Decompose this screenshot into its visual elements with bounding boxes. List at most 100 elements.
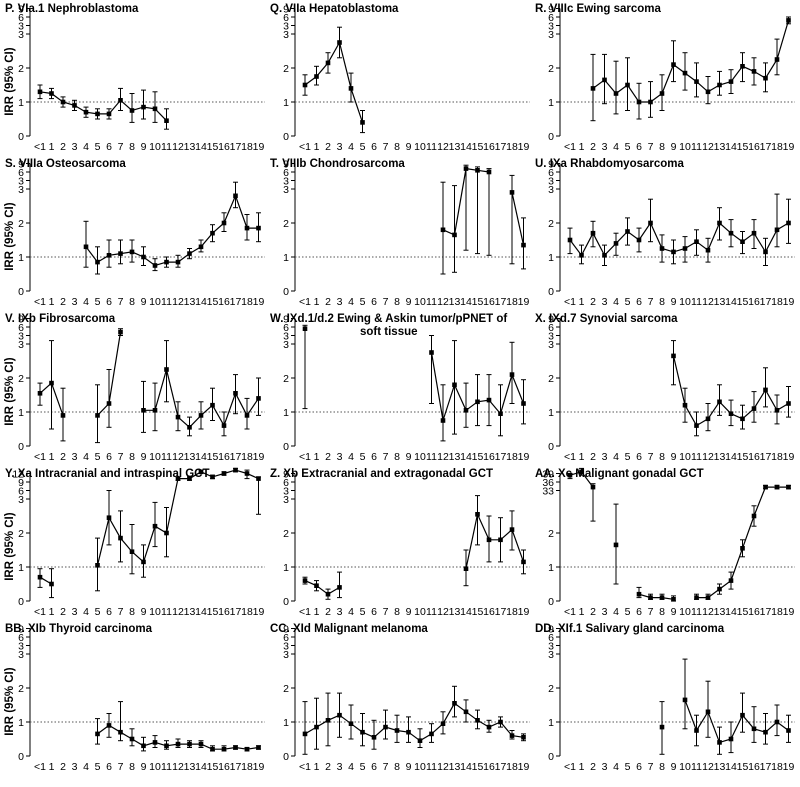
series-line (684, 699, 789, 744)
x-tick-label: 18 (241, 296, 253, 308)
data-point (509, 733, 515, 738)
x-tick-label: 5 (360, 451, 366, 463)
data-point (625, 82, 630, 88)
data-point (648, 99, 653, 105)
data-point (37, 574, 43, 580)
x-tick-label: 4 (348, 141, 354, 153)
data-point (694, 728, 699, 733)
y-tick-label: 9 (548, 624, 554, 636)
data-point (613, 91, 619, 96)
data-point (786, 728, 791, 733)
y-axis-label: IRR (95% CI) (4, 512, 16, 581)
x-tick-label: 7 (648, 451, 654, 463)
x-tick-label: 4 (83, 141, 89, 153)
data-point (95, 259, 100, 265)
data-point (83, 109, 89, 115)
panel-title: U. IXa Rhabdomyosarcoma (535, 158, 685, 170)
x-tick-label: 14 (460, 761, 472, 773)
data-point (774, 57, 780, 62)
x-tick-label: 10 (679, 451, 691, 463)
data-point (636, 237, 642, 243)
data-point (198, 469, 204, 475)
data-point (302, 326, 308, 331)
y-tick-label: 6 (548, 167, 554, 179)
data-point (705, 595, 711, 600)
x-tick-label: 11 (161, 141, 172, 153)
x-tick-label: 14 (460, 296, 472, 308)
x-tick-label: 16 (748, 141, 760, 153)
x-tick-label: 11 (691, 296, 702, 308)
x-tick-label: 9 (671, 296, 677, 308)
x-tick-label: 10 (149, 761, 161, 773)
data-point (463, 709, 469, 715)
x-tick-label: 4 (83, 606, 89, 618)
x-tick-label: <1 (34, 451, 46, 463)
panel-title: S. VIIIa Osteosarcoma (5, 158, 126, 170)
data-point (233, 193, 238, 199)
x-tick-label: 5 (625, 761, 631, 773)
data-point (774, 227, 780, 233)
y-tick-label: 2 (548, 373, 554, 385)
data-point (383, 724, 388, 730)
y-tick-label: 9 (548, 159, 554, 171)
y-tick-label: 1 (283, 252, 289, 264)
x-tick-label: 18 (771, 296, 783, 308)
x-tick-label: 16 (218, 451, 230, 463)
x-tick-label: <1 (34, 761, 46, 773)
x-tick-label: 4 (613, 141, 619, 153)
y-tick-label: 6 (548, 632, 554, 644)
y-tick-label: 2 (18, 218, 24, 230)
x-tick-label: 10 (414, 451, 426, 463)
x-tick-label: 10 (414, 761, 426, 773)
x-tick-label: 3 (602, 141, 608, 153)
x-tick-label: 5 (360, 296, 366, 308)
y-tick-label: 9 (18, 4, 24, 16)
data-point (233, 745, 238, 750)
x-tick-label: 15 (472, 296, 484, 308)
data-point (129, 736, 135, 742)
x-tick-label: 2 (60, 761, 66, 773)
x-tick-label: 14 (195, 761, 207, 773)
x-tick-label: 13 (184, 296, 196, 308)
x-tick-label: 12 (702, 141, 714, 153)
x-tick-label: 11 (426, 451, 437, 463)
x-tick-label: 7 (383, 761, 389, 773)
panel-title: CC. XId Malignant melanoma (270, 623, 428, 635)
y-tick-label: 3 (18, 176, 24, 188)
x-tick-label: 10 (679, 296, 691, 308)
y-tick-label: 3 (548, 176, 554, 188)
data-point (498, 411, 503, 416)
x-tick-label: 1 (314, 761, 320, 773)
x-tick-label: 12 (172, 141, 184, 153)
y-tick-label: 9 (18, 624, 24, 636)
x-tick-label: 15 (737, 606, 749, 618)
x-tick-label: 6 (106, 451, 112, 463)
data-point (786, 401, 791, 406)
data-point (210, 230, 215, 236)
data-point (659, 91, 665, 96)
y-tick-label: 0 (548, 751, 554, 763)
data-point (694, 239, 699, 244)
x-tick-label: <1 (564, 761, 576, 773)
y-tick-label: 2 (283, 683, 289, 695)
x-tick-label: 3 (602, 296, 608, 308)
data-point (717, 220, 722, 226)
x-tick-label: 18 (506, 141, 518, 153)
data-point (774, 408, 780, 413)
x-tick-label: 18 (241, 451, 253, 463)
x-tick-label: 15 (472, 141, 484, 153)
x-tick-label: 17 (495, 761, 507, 773)
x-tick-label: 7 (383, 451, 389, 463)
y-tick-label: 3 (283, 184, 289, 196)
y-tick-label: 9 (18, 159, 24, 171)
data-point (671, 62, 676, 67)
y-tick-label: 3 (18, 184, 24, 196)
data-point (659, 595, 665, 600)
x-tick-label: 5 (95, 451, 101, 463)
data-point (314, 583, 319, 588)
x-tick-label: 13 (714, 141, 726, 153)
y-tick-label: 0 (548, 286, 554, 298)
x-tick-label: 9 (406, 451, 412, 463)
